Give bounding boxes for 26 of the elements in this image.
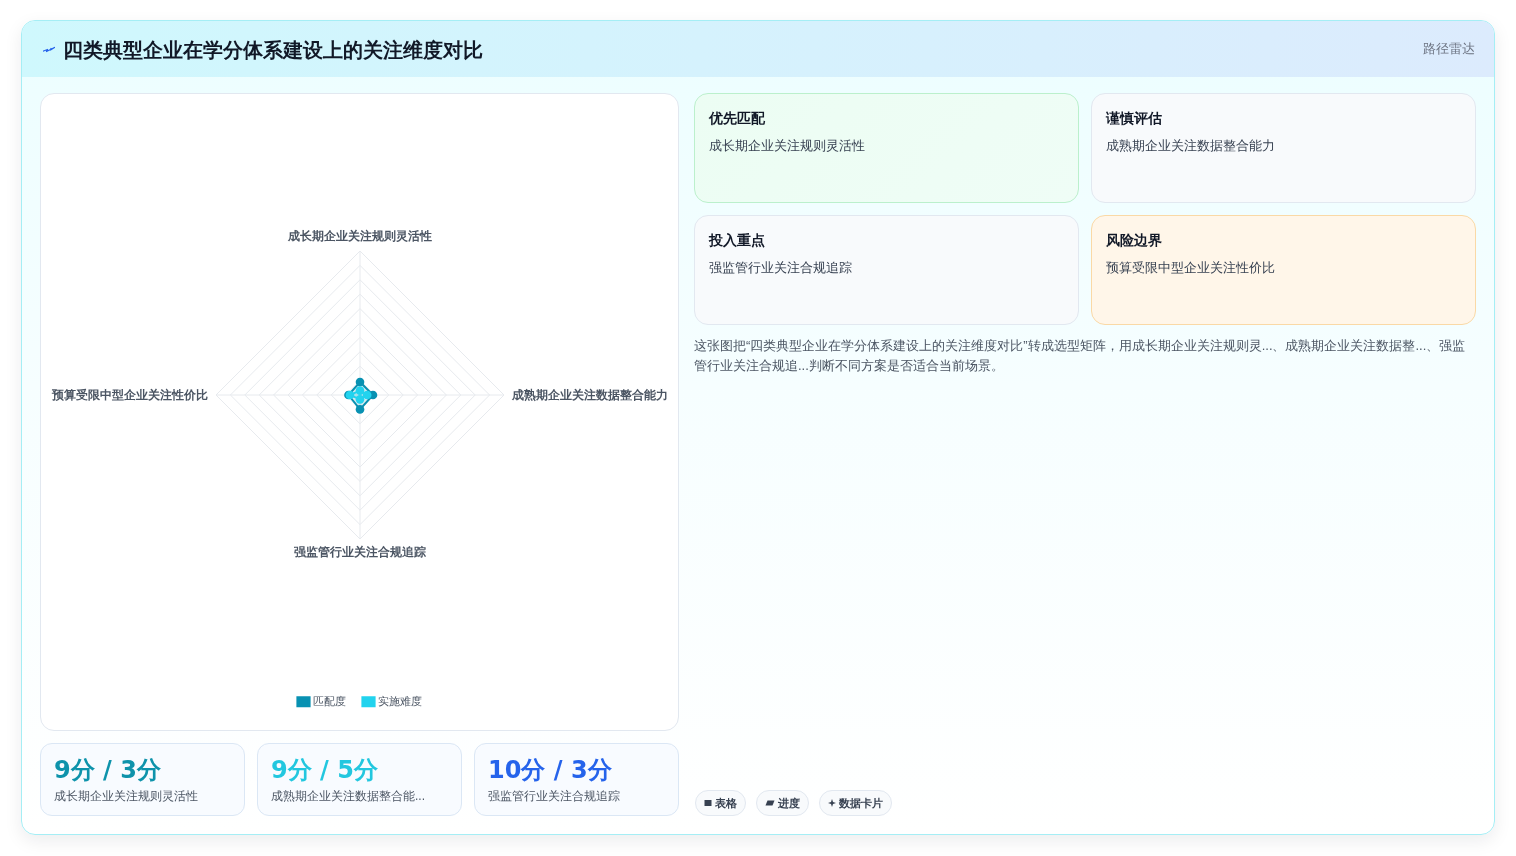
text: 这张图把“四类典型企业在学分体系建设上的关注维度对比”转成选型矩阵，用成长期企业关注规则灵...、成熟期企业关注数据整...、强监管行业关注合规追...判断不同方案是否适合当前场景。 [694, 337, 1467, 375]
spoke-label: 成熟期企业关注数据整合能力 [510, 388, 668, 402]
text: 谨慎评估 [1106, 109, 1162, 127]
text: 成熟期企业关注数据整合能力 [1106, 138, 1275, 154]
text: 成熟期企业关注数据整合能... [271, 788, 426, 804]
text: 路径雷达 [1423, 40, 1475, 58]
text: 强监管行业关注合规追踪 [709, 260, 852, 276]
text: 9分 / 5分 [271, 755, 378, 785]
legend-label: 实施难度 [378, 694, 422, 707]
text: 成长期企业关注规则灵活性 [54, 788, 198, 804]
text: 10分 / 3分 [488, 755, 612, 785]
text: 强监管行业关注合规追踪 [488, 788, 620, 804]
text: 四类典型企业在学分体系建设上的关注维度对比 [63, 38, 483, 63]
text: 进度 [778, 795, 800, 811]
text: 风险边界 [1106, 231, 1162, 249]
text: 成长期企业关注规则灵活性 [709, 138, 865, 154]
text: 预算受限中型企业关注性价比 [1106, 260, 1275, 276]
spoke-label: 预算受限中型企业关注性价比 [51, 388, 209, 402]
legend-label: 匹配度 [313, 694, 346, 707]
spoke-label: 强监管行业关注合规追踪 [294, 544, 426, 559]
text: 投入重点 [709, 231, 765, 249]
text: 表格 [715, 795, 737, 811]
text: 9分 / 3分 [54, 755, 161, 785]
text: 优先匹配 [709, 109, 765, 127]
spoke-label: 成长期企业关注规则灵活性 [287, 229, 432, 244]
text: 数据卡片 [839, 795, 883, 811]
